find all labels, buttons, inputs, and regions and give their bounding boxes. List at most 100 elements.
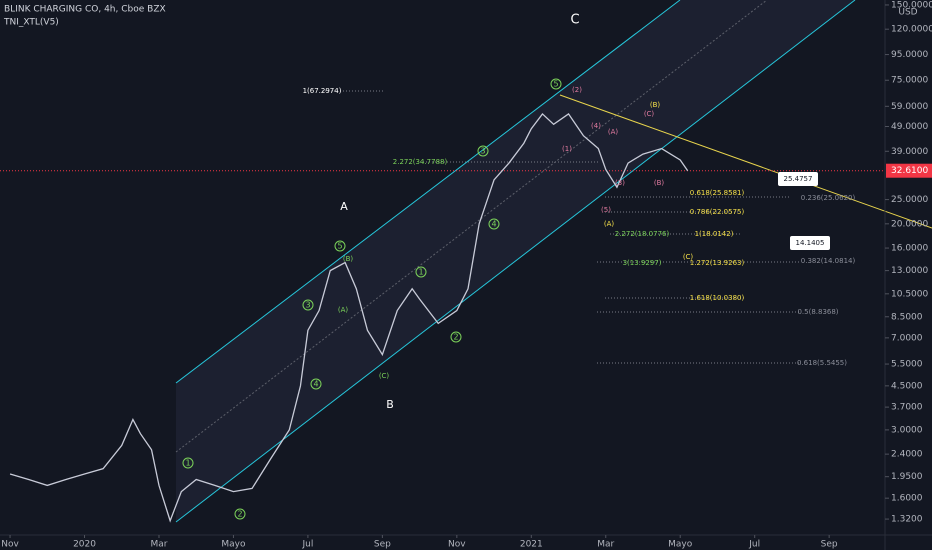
annotation: 2.272(34.7788) — [393, 158, 448, 166]
y-tick-label: 8.5000 — [891, 312, 923, 322]
indicator-name: TNI_XTL(V5) — [3, 18, 59, 28]
x-tick-label: Mar — [597, 540, 614, 550]
annotation: 5 — [553, 80, 558, 89]
annotation: A — [340, 200, 348, 213]
y-tick-label: 4.5000 — [891, 381, 923, 391]
last-price-tag — [886, 163, 932, 178]
annotation: 1(67.2974) — [303, 87, 342, 95]
y-tick-label: 1.3200 — [891, 515, 923, 525]
fib-lines — [322, 90, 800, 364]
y-tick-label: 10.5000 — [891, 289, 928, 299]
annotation: (1) — [562, 145, 572, 153]
y-tick-label: 39.0000 — [891, 147, 928, 157]
annotation: (A) — [604, 220, 615, 228]
y-tick-label: 75.0000 — [891, 76, 928, 86]
annotation: 3(13.9297) — [623, 259, 662, 267]
currency: USD — [898, 8, 917, 18]
wave-circle — [550, 78, 562, 90]
x-tick-label: 2021 — [520, 540, 543, 550]
y-tick-label: 2.4000 — [891, 450, 923, 460]
annotation: (B) — [654, 179, 665, 187]
annotation: B — [386, 398, 394, 411]
price-line — [9, 112, 689, 523]
y-tick-label: 5.5000 — [891, 360, 923, 370]
x-tick-label: Jul — [301, 540, 313, 550]
channel-mid — [175, 0, 768, 453]
annotation: (A) — [338, 306, 349, 314]
y-tick-label: 20.0000 — [891, 219, 928, 229]
y-tick-label: 150.0000 — [891, 0, 932, 10]
y-tick-label: 120.0000 — [891, 25, 932, 35]
annotation: 4 — [313, 380, 318, 389]
y-tick-label: 25.0000 — [891, 195, 928, 205]
annotation: (C) — [644, 110, 655, 118]
annotation: 1.618(10.0380) — [690, 294, 745, 302]
y-tick-label: 59.0000 — [891, 102, 928, 112]
channel-lower — [175, 0, 856, 523]
annotation: 1 — [418, 268, 423, 277]
annotation: (A) — [608, 128, 619, 136]
y-tick-label: 49.0000 — [891, 122, 928, 132]
annotation: 3 — [305, 301, 310, 310]
annotation: (2) — [572, 86, 582, 94]
annotation: 2.272(18.0776) — [615, 230, 670, 238]
annotation: (4) — [591, 122, 601, 130]
x-tick-label: Jul — [748, 540, 760, 550]
annotation: 1(18.0142) — [695, 230, 734, 238]
y-tick-label: 3.0000 — [891, 425, 923, 435]
annotation: 25.4757 — [784, 175, 813, 183]
x-tick-label: Sep — [374, 540, 391, 550]
x-tick-label: Mayo — [221, 540, 246, 550]
annotation: (C) — [683, 253, 694, 261]
annotation: 1.272(13.9263) — [690, 259, 745, 267]
wave-circle — [488, 218, 500, 230]
callout-box — [790, 236, 830, 250]
annotation: 0.618(25.8581) — [690, 189, 745, 197]
wave-circle — [302, 299, 314, 311]
y-tick-label: 95.0000 — [891, 50, 928, 60]
y-tick-label: 16.0000 — [891, 244, 928, 254]
wave-circle — [182, 457, 194, 469]
annotation: (3) — [615, 179, 625, 187]
annotation: 1 — [185, 459, 190, 468]
y-tick-label: 7.0000 — [891, 333, 923, 343]
wave-circle — [477, 145, 489, 157]
callout-box — [778, 172, 818, 186]
y-tick-label: 1.9500 — [891, 472, 923, 482]
x-tick-label: 2020 — [73, 540, 96, 550]
annotation: 2 — [237, 510, 242, 519]
annotation: 5 — [337, 242, 342, 251]
wave-circle — [310, 378, 322, 390]
annotation: (B) — [650, 101, 661, 109]
annotation: (B) — [343, 255, 354, 263]
annotation: 0.786(22.0575) — [690, 208, 745, 216]
annotation: 4 — [491, 220, 496, 229]
x-tick-label: Nov — [448, 540, 466, 550]
y-tick-label: 1.6000 — [891, 494, 923, 504]
annotation: 0.236(25.0620) — [801, 194, 856, 202]
wave-circle — [415, 266, 427, 278]
y-tick-label: 13.0000 — [891, 266, 928, 276]
annotation: C — [570, 13, 579, 28]
x-tick-label: Mar — [150, 540, 167, 550]
last-price-label: 32.6100 — [891, 166, 928, 176]
wave-circle — [234, 508, 246, 520]
annotation: (5) — [601, 206, 611, 214]
wave-circle — [334, 240, 346, 252]
channel-upper — [175, 0, 681, 384]
x-tick-label: Mayo — [668, 540, 693, 550]
x-tick-label: Sep — [821, 540, 838, 550]
x-tick-label: Nov — [1, 540, 19, 550]
chart-title: BLINK CHARGING CO, 4h, Cboe BZX — [4, 5, 166, 15]
annotation: 2 — [453, 333, 458, 342]
annotation: (C) — [379, 372, 390, 380]
y-tick-label: 3.7000 — [891, 403, 923, 413]
annotation: 14.1405 — [796, 239, 825, 247]
annotation: 0.5(8.8368) — [797, 308, 838, 316]
annotation: 0.618(5.5455) — [797, 359, 847, 367]
annotation: 0.382(14.0814) — [801, 257, 856, 265]
wave-circle — [450, 331, 462, 343]
trendline — [559, 94, 932, 229]
